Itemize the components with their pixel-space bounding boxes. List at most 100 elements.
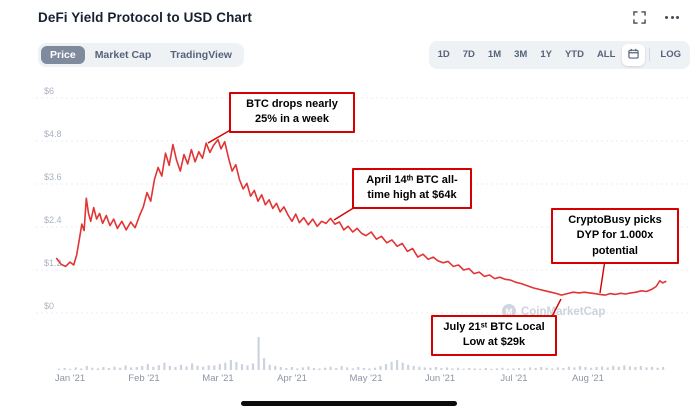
volume-bar [401,362,404,370]
volume-bar [163,362,166,370]
volume-bar [285,368,288,370]
chart-toolbar: Price Market Cap TradingView 1D 7D 1M 3M… [38,41,690,69]
annotation-line: time high at $64k [367,189,457,202]
x-axis-label: Apr '21 [277,373,307,384]
volume-bar [612,365,615,370]
volume-bar [484,368,487,370]
volume-bar [196,365,199,370]
header-actions [631,9,681,26]
volume-bar [473,368,476,371]
volume-bar [567,366,570,370]
volume-bar [318,368,321,371]
volume-bar [312,368,316,370]
annotation-line: July 21ˢᵗ BTC Local [443,321,545,333]
watermark-logo-letter: M [506,308,513,317]
price-line [55,138,667,296]
volume-bar [202,366,205,370]
coinmarketcap-logo-icon [502,304,516,318]
volume-bar [562,368,565,370]
range-all[interactable]: ALL [591,46,621,64]
y-axis-label: $3.6 [44,172,62,182]
volume-bar [490,368,493,370]
tab-market-cap[interactable]: Market Cap [86,46,161,65]
volume-bar [251,363,255,370]
volume-bar [218,364,221,370]
volume-bar [506,368,509,370]
volume-bar [290,367,293,370]
volume-bar [590,367,593,370]
home-indicator[interactable] [240,401,457,406]
x-axis-label: Jan '21 [55,373,85,384]
volume-bar [384,364,388,370]
annotation-pointer-line [599,259,606,294]
range-ytd[interactable]: YTD [559,46,590,64]
x-axis-label: Jun '21 [425,373,455,384]
volume-bar [396,360,399,370]
volume-bar [656,367,659,370]
fullscreen-icon [633,11,646,24]
volume-bar [628,366,631,370]
range-1m[interactable]: 1M [482,46,507,64]
log-scale-button[interactable]: LOG [654,46,687,64]
volume-bar [434,367,437,370]
x-axis-label: Jul '21 [500,373,527,384]
calendar-button[interactable] [622,44,646,66]
volume-bar [412,366,415,370]
volume-bar [351,368,354,371]
y-axis-label: $4.8 [44,129,62,139]
volume-bar [573,367,576,370]
volume-bar [556,367,559,370]
volume-bar [634,367,637,370]
volume-bar [429,367,432,370]
volume-bar [357,367,360,370]
more-options-icon [665,16,679,19]
volume-bar [368,368,371,371]
volume-bar [645,367,648,370]
y-axis-label: $0 [44,301,54,311]
volume-bar [517,368,521,370]
volume-bar [462,368,465,370]
volume-bar [257,337,260,370]
volume-bar [246,365,249,370]
volume-bar [379,366,382,370]
volume-bar [440,368,443,370]
tab-tradingview[interactable]: TradingView [161,46,241,65]
volume-bar [529,367,532,370]
volume-bar [578,366,582,370]
volume-bar [479,368,482,370]
volume-bar [457,367,460,370]
y-axis-label: $6 [44,86,54,96]
volume-bar [307,366,310,370]
volume-bar [130,367,133,370]
volume-bar [279,367,282,370]
chart-type-tabs: Price Market Cap TradingView [38,42,244,67]
volume-bar [113,366,116,370]
volume-bar [229,360,232,370]
volume-bar [135,367,138,370]
range-7d[interactable]: 7D [457,46,481,64]
range-1d[interactable]: 1D [432,46,456,64]
range-3m[interactable]: 3M [508,46,533,64]
x-axis-label: May '21 [350,373,383,384]
volume-bar [595,367,598,370]
x-axis-label: Aug '21 [572,373,604,384]
tab-price[interactable]: Price [41,45,85,64]
annotation-july-low: July 21ˢᵗ BTC Local Low at $29k [431,315,557,356]
toolbar-divider [649,48,651,62]
fullscreen-button[interactable] [631,9,648,26]
volume-bar [601,366,604,370]
volume-bar [662,367,665,370]
volume-bar [58,368,61,370]
volume-bar [141,366,144,370]
range-1y[interactable]: 1Y [534,46,558,64]
time-range-selector: 1D 7D 1M 3M 1Y YTD ALL LOG [428,41,690,69]
volume-bar [335,368,338,370]
calendar-icon [628,48,640,59]
volume-bar [301,367,304,370]
more-options-button[interactable] [663,14,681,21]
volume-bar [213,365,216,370]
volume-bar [179,364,183,370]
volume-bar [91,367,94,370]
volume-bar [80,368,83,371]
